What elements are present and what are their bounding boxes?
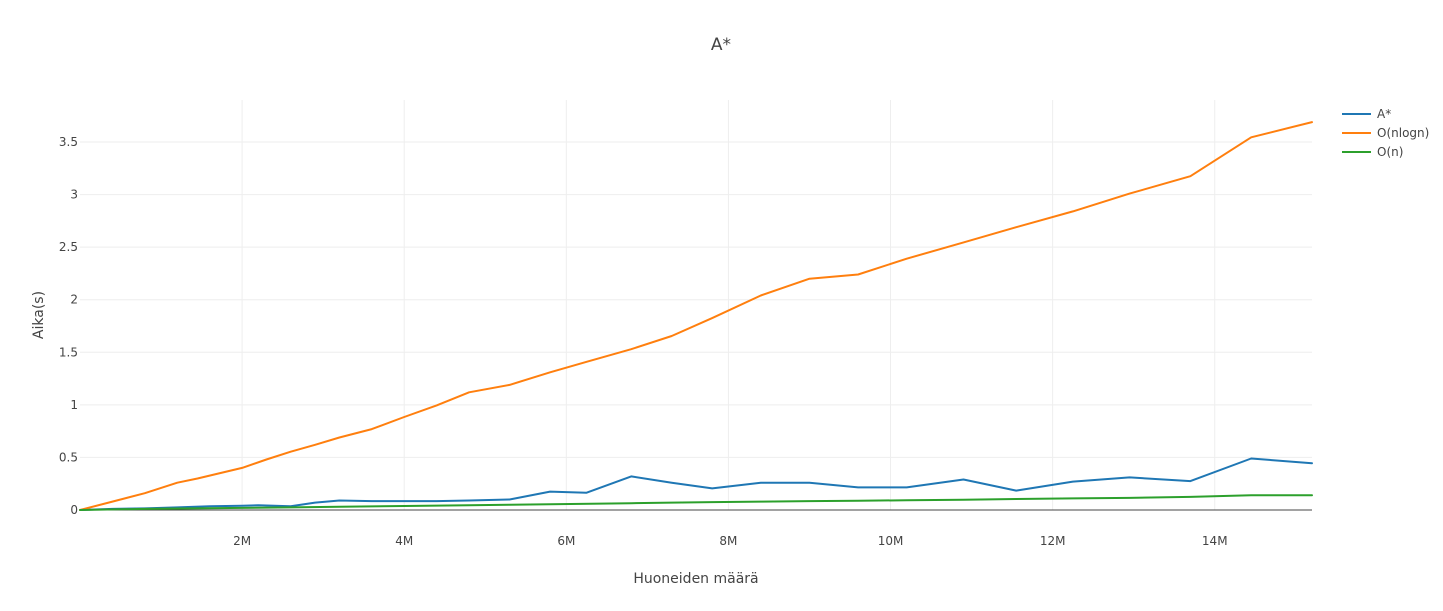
legend: A* O(nlogn) O(n) — [1342, 107, 1429, 159]
y-axis-title: Aika(s) — [31, 291, 47, 339]
x-tick-label: 2M — [233, 534, 251, 548]
x-tick-label: 4M — [395, 534, 413, 548]
chart-title: A* — [711, 35, 731, 55]
y-tick-label: 0 — [70, 503, 78, 517]
series-lines — [79, 121, 1313, 511]
y-tick-label: 2.5 — [59, 240, 78, 254]
legend-label: O(nlogn) — [1377, 126, 1429, 140]
legend-label: O(n) — [1377, 145, 1403, 159]
series-line-2 — [79, 494, 1313, 511]
x-tick-label: 10M — [878, 534, 904, 548]
x-tick-label: 12M — [1040, 534, 1066, 548]
y-tick-label: 1.5 — [59, 345, 78, 359]
x-tick-label: 14M — [1202, 534, 1228, 548]
x-tick-label: 6M — [557, 534, 575, 548]
y-tick-label: 3 — [70, 188, 78, 202]
y-tick-label: 1 — [70, 398, 78, 412]
series-line-0 — [79, 457, 1313, 511]
gridlines — [80, 100, 1312, 511]
x-tick-label: 8M — [719, 534, 737, 548]
x-axis-ticks: 2M 4M 6M 8M 10M 12M 14M — [233, 534, 1227, 548]
series-line-1 — [79, 121, 1313, 511]
y-tick-label: 0.5 — [59, 450, 78, 464]
x-axis-title: Huoneiden määrä — [633, 571, 758, 587]
y-axis-ticks: 0 0.5 1 1.5 2 2.5 3 3.5 — [59, 135, 78, 517]
y-tick-label: 3.5 — [59, 135, 78, 149]
y-tick-label: 2 — [70, 293, 78, 307]
legend-label: A* — [1377, 107, 1391, 121]
